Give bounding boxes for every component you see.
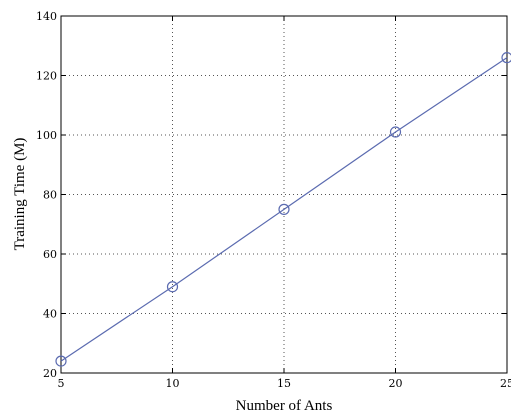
plot-area xyxy=(60,15,508,374)
x-tick-label: 5 xyxy=(58,377,65,390)
y-tick-label: 60 xyxy=(43,248,57,261)
y-tick-label: 20 xyxy=(43,367,57,380)
data-point-marker xyxy=(501,52,511,64)
x-tick-label: 20 xyxy=(389,377,403,390)
data-point-marker xyxy=(389,126,402,138)
x-axis-label: Number of Ants xyxy=(236,398,333,414)
axis-ticks: 5 10 15 20 25 20 40 60 80 100 120 140 xyxy=(36,10,511,390)
x-tick-label: 10 xyxy=(166,377,180,390)
data-point-marker xyxy=(55,355,67,367)
y-tick-label: 140 xyxy=(36,10,57,23)
data-point-marker xyxy=(278,203,290,215)
y-tick-label: 100 xyxy=(36,129,57,142)
y-tick-label: 120 xyxy=(36,70,57,83)
x-tick-label: 15 xyxy=(277,377,291,390)
data-point-marker xyxy=(166,281,179,293)
y-axis-label: Training Time (M) xyxy=(12,138,28,251)
y-tick-label: 40 xyxy=(43,308,57,321)
y-tick-label: 80 xyxy=(43,189,57,202)
series-line xyxy=(60,57,508,362)
x-tick-label: 25 xyxy=(500,377,511,390)
data-series xyxy=(55,52,511,367)
